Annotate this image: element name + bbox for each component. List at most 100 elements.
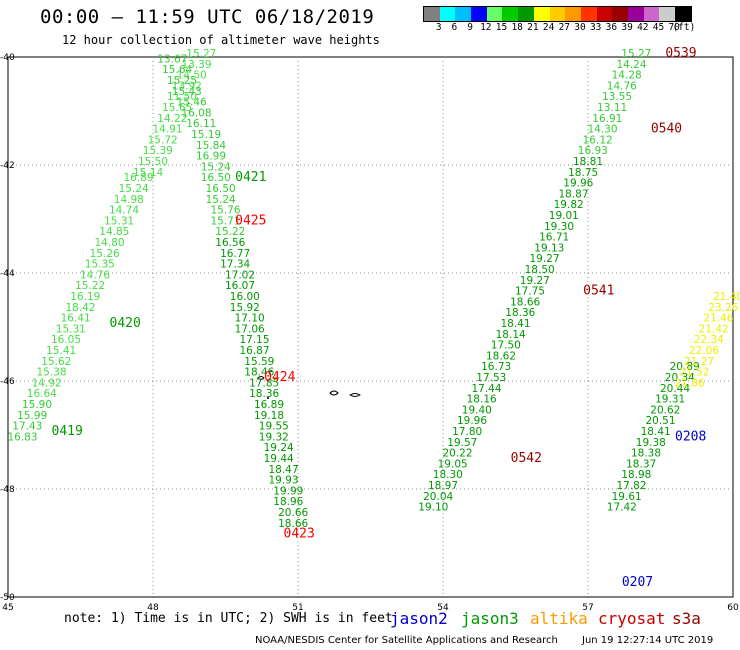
wave-height-value: 16.73 — [481, 361, 511, 373]
wave-height-value: 19.31 — [655, 394, 685, 406]
wave-height-value: 15.25 — [167, 75, 197, 87]
legend-swatch — [424, 7, 440, 21]
wave-height-value: 14.24 — [616, 59, 646, 71]
x-tick-label: 51 — [292, 603, 303, 613]
wave-height-value: 15.27 — [186, 48, 216, 60]
legend-swatch — [627, 7, 644, 21]
wave-height-value: 16.89 — [123, 172, 153, 184]
wave-height-value: 18.50 — [525, 264, 555, 276]
wave-height-value: 17.53 — [476, 372, 506, 384]
page-subtitle: 12 hour collection of altimeter wave hei… — [62, 33, 380, 47]
wave-height-value: 15.38 — [36, 367, 66, 379]
wave-height-value: 15.59 — [244, 356, 274, 368]
wave-height-value: 20.34 — [665, 372, 695, 384]
wave-height-value: 17.50 — [491, 340, 521, 352]
wave-height-value: 15.92 — [230, 302, 260, 314]
wave-height-value: 15.50 — [138, 156, 168, 168]
wave-height-value: 18.62 — [486, 350, 516, 362]
y-tick-label: -40 — [0, 53, 15, 63]
wave-height-value: 19.01 — [549, 210, 579, 222]
wave-height-value: 15.62 — [41, 356, 71, 368]
wave-height-value: 18.96 — [273, 496, 303, 508]
wave-height-value: 15.64 — [162, 64, 192, 76]
wave-height-value: 18.16 — [467, 394, 497, 406]
legend-swatch — [659, 7, 675, 21]
satellite-jason2: jason2 — [390, 609, 448, 628]
wave-height-value: 22.34 — [694, 334, 724, 346]
legend-swatch — [486, 7, 503, 21]
wave-height-value: 15.65 — [162, 102, 192, 114]
wave-height-value: 13.39 — [181, 59, 211, 71]
wave-height-value: 16.00 — [230, 291, 260, 303]
wave-height-value: 16.05 — [51, 334, 81, 346]
island-dot — [267, 397, 269, 399]
wave-height-value: 17.10 — [235, 313, 265, 325]
wave-height-value: 15.24 — [201, 161, 231, 173]
wave-height-value: 17.15 — [239, 334, 269, 346]
wave-height-value: 18.30 — [433, 469, 463, 481]
legend-swatch — [580, 7, 597, 21]
pass-label: 0208 — [675, 429, 706, 444]
wave-height-value: 18.97 — [428, 480, 458, 492]
legend-swatch — [643, 7, 660, 21]
wave-height-value: 13.92 — [172, 80, 202, 92]
wave-height-value: 19.99 — [273, 485, 303, 497]
generated-timestamp: Jun 19 12:27:14 UTC 2019 — [582, 635, 714, 646]
wave-height-value: 19.18 — [254, 410, 284, 422]
wave-height-value: 19.93 — [268, 475, 298, 487]
legend-swatch — [596, 7, 613, 21]
wave-height-value: 19.27 — [529, 253, 559, 265]
legend-label: 45 — [652, 22, 665, 33]
wave-height-value: 11.50 — [167, 91, 197, 103]
wave-height-value: 15.14 — [133, 167, 163, 179]
wave-height-value: 19.57 — [447, 437, 477, 449]
wave-height-value: 22.06 — [689, 345, 719, 357]
wave-height-value: 18.41 — [641, 426, 671, 438]
wave-height-value: 19.05 — [438, 458, 468, 470]
wave-height-value: 15.22 — [215, 226, 245, 238]
wave-height-value: 15.35 — [85, 259, 115, 271]
wave-height-value: 13.67 — [157, 53, 187, 65]
wave-height-value: 16.71 — [539, 232, 569, 244]
wave-height-value: 15.90 — [22, 399, 52, 411]
wave-height-value: 18.66 — [510, 296, 540, 308]
map-frame — [7, 56, 734, 598]
wave-height-value: 15.27 — [621, 48, 651, 60]
legend-swatch — [675, 7, 691, 21]
satellite-altika: altika — [530, 609, 588, 628]
wave-height-value: 13.55 — [602, 91, 632, 103]
wave-height-value: 18.98 — [621, 469, 651, 481]
wave-height-value: 21.27 — [684, 356, 714, 368]
wave-height-value: 14.76 — [80, 269, 110, 281]
pass-label: 0423 — [284, 527, 315, 542]
x-tick-label: 45 — [2, 603, 13, 613]
wave-height-value: 14.30 — [587, 124, 617, 136]
wave-height-value: 18.42 — [65, 302, 95, 314]
legend-swatch — [565, 7, 581, 21]
wave-height-value: 16.56 — [215, 237, 245, 249]
wave-height-value: 16.08 — [181, 107, 211, 119]
legend-label: (ft) — [672, 22, 696, 33]
y-tick-label: -48 — [0, 485, 15, 495]
wave-height-value: 14.92 — [32, 377, 62, 389]
wave-height-value: 15.41 — [46, 345, 76, 357]
legend-label: 6 — [451, 22, 458, 33]
x-tick-label: 57 — [582, 603, 593, 613]
page-title: 00:00 – 11:59 UTC 06/18/2019 — [40, 6, 375, 28]
wave-height-value: 16.91 — [592, 113, 622, 125]
wave-height-value: 16.11 — [186, 118, 216, 130]
wave-height-value: 14.80 — [94, 237, 124, 249]
y-tick-label: -42 — [0, 161, 15, 171]
wave-height-value: 18.46 — [244, 367, 274, 379]
wave-height-value: 19.61 — [612, 491, 642, 503]
wave-height-value: 18.75 — [568, 167, 598, 179]
wave-height-value: 23.26 — [708, 302, 738, 314]
pass-label: 0420 — [110, 316, 141, 331]
wave-height-value: 19.13 — [534, 242, 564, 254]
legend-label: 21 — [527, 22, 539, 33]
wave-height-value: 18.66 — [278, 518, 308, 530]
wave-height-value: 18.81 — [573, 156, 603, 168]
wave-height-value: 16.83 — [7, 431, 37, 443]
wave-height-value: 20.22 — [442, 448, 472, 460]
